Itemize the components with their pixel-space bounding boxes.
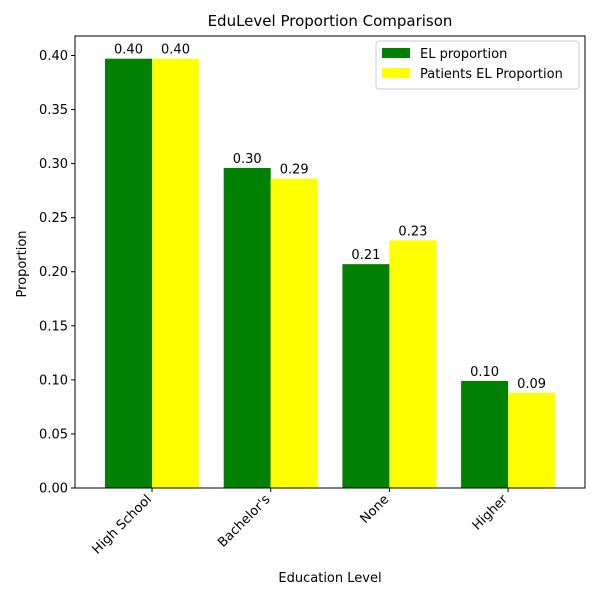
x-tick-label: High School [90, 492, 155, 557]
legend-label: Patients EL Proportion [420, 67, 563, 82]
bar-1-2 [223, 167, 271, 488]
legend: EL proportion Patients EL Proportion [375, 40, 580, 90]
bar-value-label: 0.09 [517, 377, 546, 392]
legend-label: EL proportion [420, 47, 507, 62]
bar-value-label: 0.29 [280, 163, 309, 178]
bar-value-label: 0.30 [233, 152, 262, 167]
bar-1-3 [342, 264, 390, 488]
x-tick-label: Bachelor's [215, 492, 274, 551]
x-tick-label: Higher [470, 492, 512, 534]
axes-frame [74, 35, 586, 489]
y-axis-label: Proportion [15, 230, 30, 297]
bar-2-4 [508, 392, 556, 488]
x-axis-label: Education Level [278, 571, 381, 586]
bar-value-label: 0.23 [398, 224, 427, 239]
y-tick-label: 0.30 [39, 157, 68, 172]
plot-area: 0.40 0.30 0.21 0.10 0.40 0.29 0.23 0.09 0.00 0.05… [39, 35, 586, 557]
y-tick-label: 0.35 [39, 103, 68, 118]
bar-1-4 [461, 380, 509, 488]
bar-2-3 [389, 240, 437, 488]
bar-value-label: 0.21 [351, 248, 380, 263]
bar-2-2 [270, 178, 318, 488]
y-tick-label: 0.10 [39, 373, 68, 388]
y-tick-label: 0.05 [39, 427, 68, 442]
y-tick-label: 0.40 [39, 49, 68, 64]
y-tick-label: 0.25 [39, 211, 68, 226]
bar-1-1 [105, 58, 152, 489]
legend-swatch [382, 48, 410, 58]
bar-value-label: 0.40 [161, 43, 190, 58]
x-tick-label: None [358, 492, 393, 527]
legend-box [375, 40, 580, 90]
y-tick-label: 0.00 [39, 482, 68, 497]
y-tick-label: 0.20 [39, 265, 68, 280]
legend-swatch [382, 68, 410, 78]
bar-value-label: 0.10 [470, 365, 499, 380]
chart-title: EduLevel Proportion Comparison [208, 12, 453, 30]
y-tick-label: 0.15 [39, 319, 68, 334]
bar-value-label: 0.40 [114, 43, 143, 58]
bar-2-1 [152, 58, 199, 489]
